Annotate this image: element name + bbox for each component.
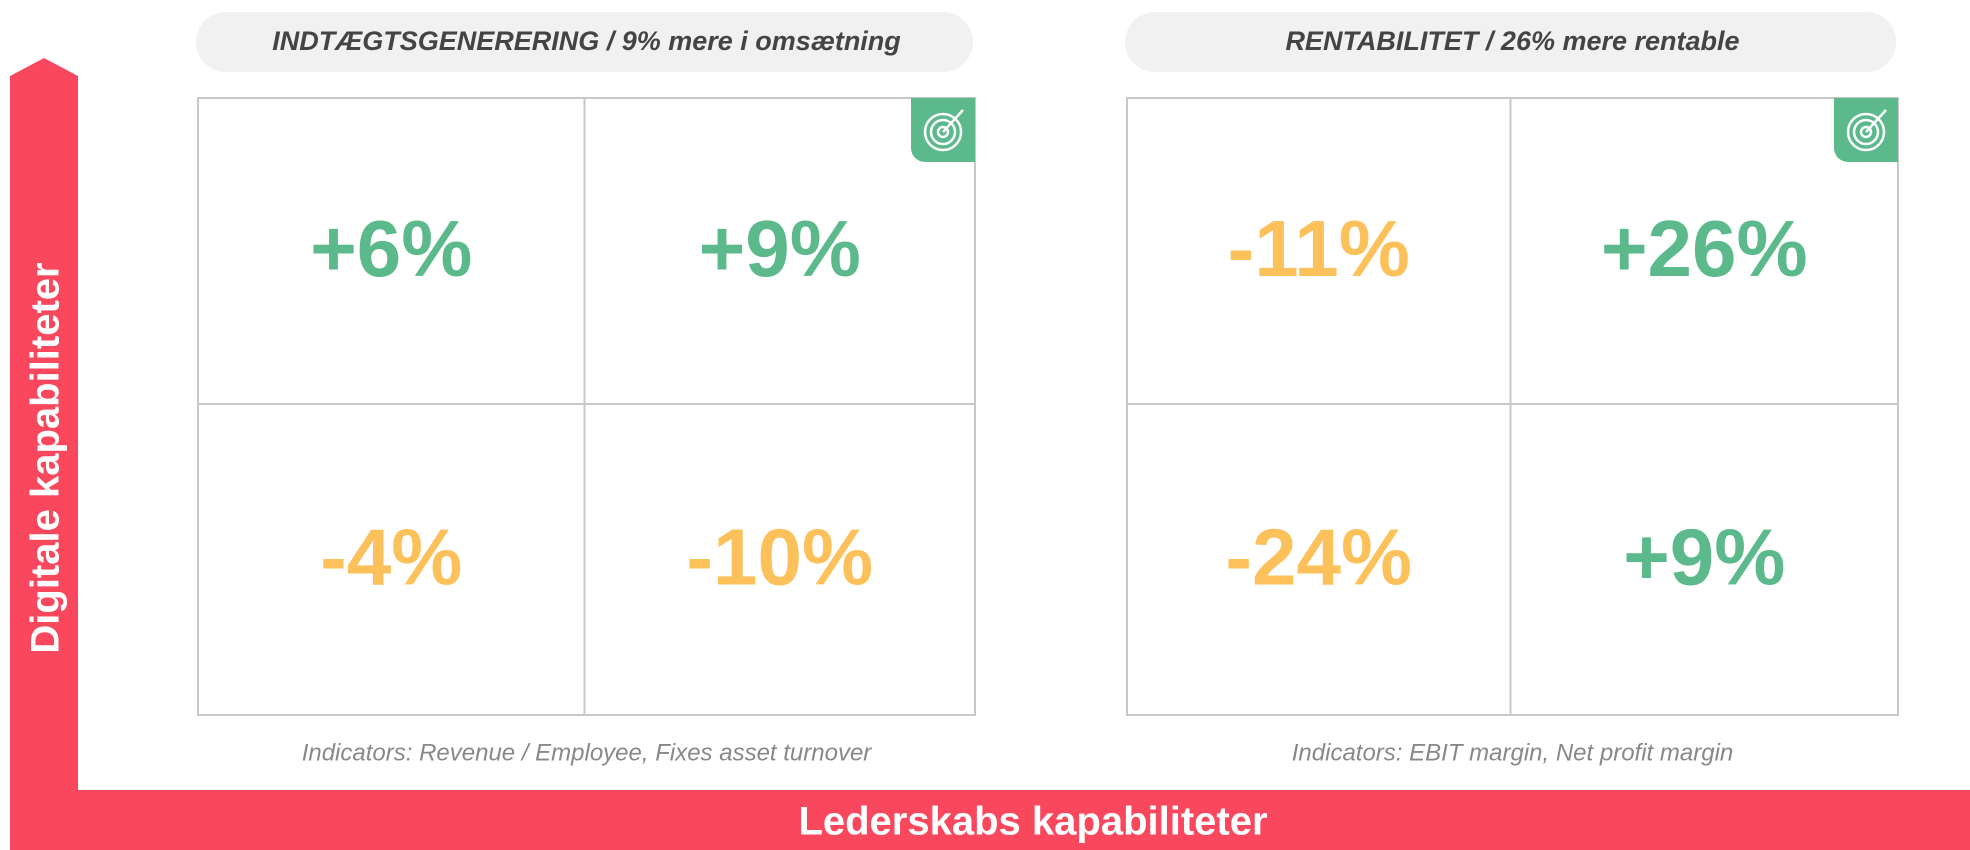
cell-value: -4% xyxy=(320,513,462,602)
grid-box xyxy=(197,97,976,716)
panel-title: RENTABILITET / 26% mere rentable xyxy=(1285,26,1739,56)
cell-value: +9% xyxy=(1623,513,1785,602)
x-axis-label: Lederskabs kapabiliteter xyxy=(798,800,1267,844)
target-icon-ring xyxy=(923,112,963,152)
y-axis-label: Digitale kapabiliteter xyxy=(24,262,68,653)
grid-box xyxy=(1126,97,1899,716)
target-icon-bg xyxy=(1834,98,1898,162)
target-icon-arrow xyxy=(942,109,964,133)
target-icon-ring xyxy=(929,118,957,146)
cell-value: -24% xyxy=(1225,513,1412,602)
panel-title: INDTÆGTSGENERERING / 9% mere i omsætning xyxy=(272,26,901,56)
cell-value: +9% xyxy=(699,204,861,293)
cell-value: +26% xyxy=(1601,204,1808,293)
cell-value: -10% xyxy=(686,513,873,602)
indicators: Indicators: EBIT margin, Net profit marg… xyxy=(1292,739,1734,766)
title-pill xyxy=(1125,12,1896,72)
target-icon-arrow xyxy=(1865,109,1887,133)
target-icon-ring xyxy=(1852,118,1880,146)
target-icon-ring xyxy=(936,125,950,139)
title-pill xyxy=(196,12,973,72)
target-icon-ring xyxy=(1846,112,1886,152)
panels: INDTÆGTSGENERERING / 9% mere i omsætning… xyxy=(196,12,1899,766)
y-arrow xyxy=(10,58,78,850)
target-icon-ring xyxy=(1859,125,1873,139)
target-icon-bg xyxy=(911,98,975,162)
cell-value: +6% xyxy=(310,204,472,293)
x-bar xyxy=(78,790,1970,850)
cell-value: -11% xyxy=(1228,204,1410,293)
indicators: Indicators: Revenue / Employee, Fixes as… xyxy=(302,739,873,766)
